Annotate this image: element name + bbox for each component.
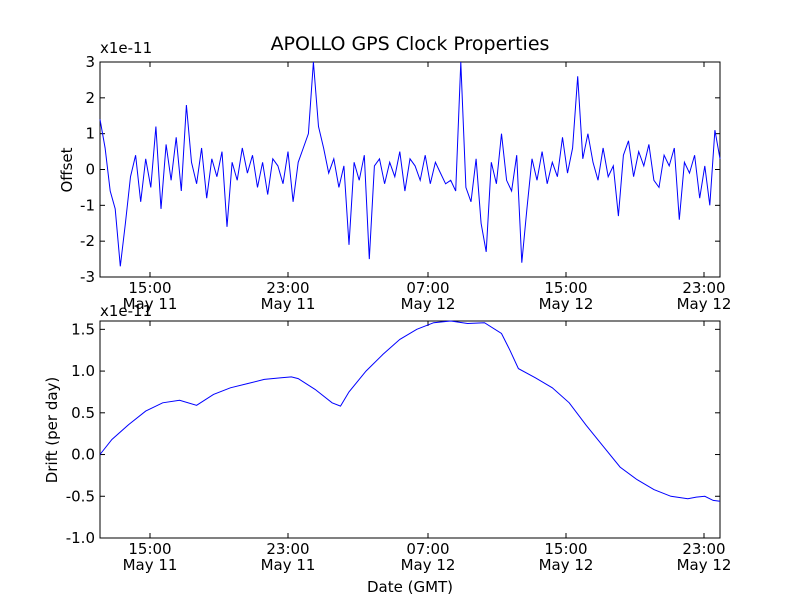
- x-tick-time: 23:00: [266, 540, 309, 558]
- y-tick-label: 1.0: [71, 362, 95, 380]
- x-tick-date: May 11: [123, 295, 178, 313]
- x-tick-date: May 12: [401, 295, 456, 313]
- x-tick-date: May 11: [123, 556, 178, 574]
- series-line: [99, 61, 721, 267]
- y-tick-label: -1: [80, 196, 95, 214]
- x-tick-time: 07:00: [406, 279, 449, 297]
- x-tick-date: May 12: [677, 556, 732, 574]
- y-tick-label: 2: [85, 89, 95, 107]
- drift-chart: x1e-11 Drift (per day) Date (GMT) -1.0 -0…: [43, 302, 731, 596]
- series-line: [99, 320, 721, 502]
- x-tick-time: 23:00: [682, 279, 725, 297]
- plot-frame: [99, 320, 721, 539]
- y-tick-label: -1.0: [66, 529, 95, 547]
- y-tick-label: 0.5: [71, 404, 95, 422]
- x-tick-time: 15:00: [128, 540, 171, 558]
- y-tick-label: -3: [80, 268, 95, 286]
- drift-xlabel: Date (GMT): [367, 578, 453, 596]
- x-tick-time: 23:00: [266, 279, 309, 297]
- y-tick-label: 0: [85, 161, 95, 179]
- offset-multiplier: x1e-11: [100, 39, 152, 57]
- x-tick-time: 15:00: [544, 540, 587, 558]
- x-tick-time: 15:00: [544, 279, 587, 297]
- chart-title: APOLLO GPS Clock Properties: [271, 33, 550, 55]
- x-tick-date: May 12: [539, 556, 594, 574]
- x-tick-time: 23:00: [682, 540, 725, 558]
- drift-multiplier: x1e-11: [100, 302, 152, 320]
- x-tick-date: May 11: [261, 295, 316, 313]
- x-tick-date: May 12: [677, 295, 732, 313]
- y-tick-label: -0.5: [66, 487, 95, 505]
- drift-ylabel: Drift (per day): [43, 377, 61, 484]
- x-tick-date: May 12: [539, 295, 594, 313]
- offset-ylabel: Offset: [58, 147, 76, 192]
- y-tick-label: 1: [85, 125, 95, 143]
- y-tick-label: 0.0: [71, 446, 95, 464]
- x-tick-date: May 11: [261, 556, 316, 574]
- x-tick-time: 15:00: [128, 279, 171, 297]
- x-tick-time: 07:00: [406, 540, 449, 558]
- y-tick-label: 1.5: [71, 320, 95, 338]
- x-tick-date: May 12: [401, 556, 456, 574]
- y-tick-label: -2: [80, 232, 95, 250]
- y-tick-label: 3: [85, 53, 95, 71]
